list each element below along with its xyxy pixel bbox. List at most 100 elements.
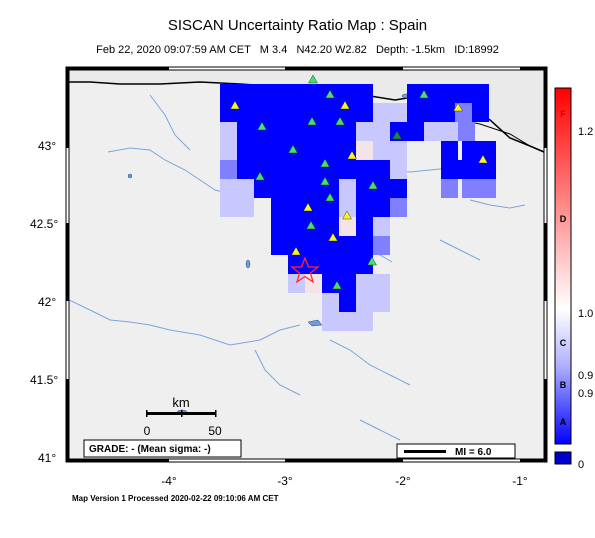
event-info: Feb 22, 2020 09:07:59 AM CET M 3.4 N42.2… [96,44,499,56]
grid-cell [322,293,339,312]
grid-cell [424,103,441,122]
grid-cell [271,198,288,217]
grid-cell [322,255,339,274]
grid-cell [455,84,472,103]
grid-cell [390,103,407,122]
grade-text: GRADE: - (Mean sigma: -) [89,444,211,455]
scale-unit: km [172,395,189,410]
grid-cell [472,103,489,122]
station-triangle-icon [347,150,357,160]
station-triangle-icon [332,280,342,290]
grade-letter: C [560,338,567,348]
station-triangle-icon [392,130,402,140]
station-triangle-icon [419,89,429,99]
grid-cell [271,122,288,141]
grid-cell [441,84,458,103]
grid-cell [390,160,407,179]
colorbar-value: 1.0 [578,308,593,320]
grid-cell [373,122,390,141]
grid-cell [254,141,271,160]
colorbar-value: 0.9 [578,370,593,382]
grid-cell [339,217,356,236]
grid-cell [462,179,479,198]
scale-max: 50 [208,424,222,438]
grid-cell [356,217,373,236]
grid-cell [407,84,424,103]
grid-cell [407,103,424,122]
grid-cell [356,84,373,103]
grid-cell [220,198,237,217]
grid-cell [356,255,373,274]
colorbar-value: 0 [578,459,584,471]
lat-label: 41.5° [30,373,58,387]
grid-cell [339,293,356,312]
station-triangle-icon [308,74,318,84]
grid-cell [288,122,305,141]
grid-cell [305,160,322,179]
grid-cell [237,160,254,179]
station-triangle-icon [453,102,463,112]
grid-cell [288,217,305,236]
station-triangle-icon [257,121,267,131]
grid-cell [373,217,390,236]
station-triangle-icon [325,192,335,202]
latitude-labels: 43° 42.5° 42° 41.5° 41° [30,139,58,465]
grid-cell [424,84,441,103]
grid-cell [237,198,254,217]
lat-label: 41° [38,451,56,465]
grid-cell [271,160,288,179]
grid-cell [356,274,373,293]
station-triangle-icon [325,89,335,99]
grid-cell [373,160,390,179]
grid-cell [458,122,475,141]
grid-cell [462,160,479,179]
grid-cell [220,122,237,141]
lat-label: 42° [38,295,56,309]
lon-label: -4° [161,474,177,488]
scale-min: 0 [144,424,151,438]
station-triangle-icon [255,171,265,181]
grid-cell [288,103,305,122]
station-triangle-icon [367,256,377,266]
station-triangle-icon [303,202,313,212]
lat-label: 42.5° [30,217,58,231]
grid-cell [271,84,288,103]
stations [230,74,488,290]
station-triangle-icon [328,232,338,242]
station-triangle-icon [320,158,330,168]
grid-cell [424,122,441,141]
grid-cell [441,103,458,122]
colorbar-value: 0.9 [578,388,593,400]
grid-cell [254,122,271,141]
grid-cell [237,122,254,141]
grade-letter: D [560,214,567,224]
grid-cell [373,179,390,198]
grid-cell [339,160,356,179]
grid-cell [373,274,390,293]
processing-info: Map Version 1 Processed 2020-02-22 09:10… [72,494,279,503]
grid-cell [220,160,237,179]
grid-cell [237,141,254,160]
grid-cell [254,103,271,122]
station-triangle-icon [368,180,378,190]
grid-cell [356,312,373,331]
grid-cell [220,179,237,198]
grid-cell [288,274,305,293]
grid-cell [441,179,458,198]
station-triangle-icon [306,220,316,230]
station-triangle-icon [230,100,240,110]
grid-cell [339,236,356,255]
grid-cell [356,141,373,160]
grid-cell [356,160,373,179]
grid-cell [441,141,458,160]
map-title: SISCAN Uncertainty Ratio Map : Spain [167,17,428,34]
grid-cell [441,122,458,141]
grid-cell [339,122,356,141]
grid-cell [356,122,373,141]
grid-cell [390,179,407,198]
grid-cell [356,103,373,122]
epicenter-star-icon [290,256,320,284]
grid-cell [356,236,373,255]
station-triangle-icon [340,100,350,110]
